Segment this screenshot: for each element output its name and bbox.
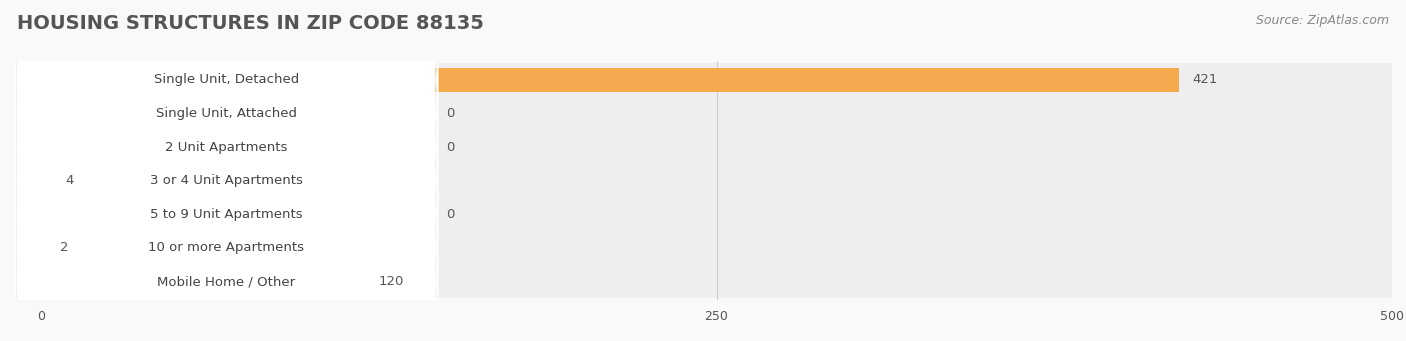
Text: 5 to 9 Unit Apartments: 5 to 9 Unit Apartments	[150, 208, 302, 221]
Bar	[41, 269, 366, 294]
Bar	[14, 63, 1392, 97]
Text: Single Unit, Attached: Single Unit, Attached	[156, 107, 297, 120]
Text: 2 Unit Apartments: 2 Unit Apartments	[165, 140, 287, 153]
Bar	[41, 101, 122, 125]
Text: 10 or more Apartments: 10 or more Apartments	[148, 241, 304, 254]
FancyBboxPatch shape	[14, 0, 439, 236]
Text: HOUSING STRUCTURES IN ZIP CODE 88135: HOUSING STRUCTURES IN ZIP CODE 88135	[17, 14, 484, 33]
Text: 0: 0	[446, 208, 454, 221]
Text: 421: 421	[1192, 73, 1218, 86]
FancyBboxPatch shape	[14, 125, 439, 341]
Text: Single Unit, Detached: Single Unit, Detached	[153, 73, 298, 86]
FancyBboxPatch shape	[14, 0, 439, 203]
FancyBboxPatch shape	[14, 58, 439, 303]
Text: 0: 0	[446, 140, 454, 153]
Bar	[41, 68, 1178, 92]
Bar	[14, 97, 1392, 130]
Text: Mobile Home / Other: Mobile Home / Other	[157, 275, 295, 288]
Bar	[14, 130, 1392, 164]
Text: 0: 0	[446, 107, 454, 120]
Text: 2: 2	[60, 241, 69, 254]
Bar	[14, 265, 1392, 298]
Bar	[41, 202, 122, 226]
Bar	[14, 231, 1392, 265]
Bar	[41, 135, 122, 159]
FancyBboxPatch shape	[14, 92, 439, 337]
Text: 120: 120	[378, 275, 404, 288]
Bar	[14, 164, 1392, 197]
Bar	[41, 236, 122, 260]
Bar	[41, 169, 122, 193]
Text: Source: ZipAtlas.com: Source: ZipAtlas.com	[1256, 14, 1389, 27]
FancyBboxPatch shape	[14, 25, 439, 270]
Text: 3 or 4 Unit Apartments: 3 or 4 Unit Apartments	[149, 174, 302, 187]
Bar	[14, 197, 1392, 231]
Text: 4: 4	[66, 174, 73, 187]
FancyBboxPatch shape	[14, 159, 439, 341]
